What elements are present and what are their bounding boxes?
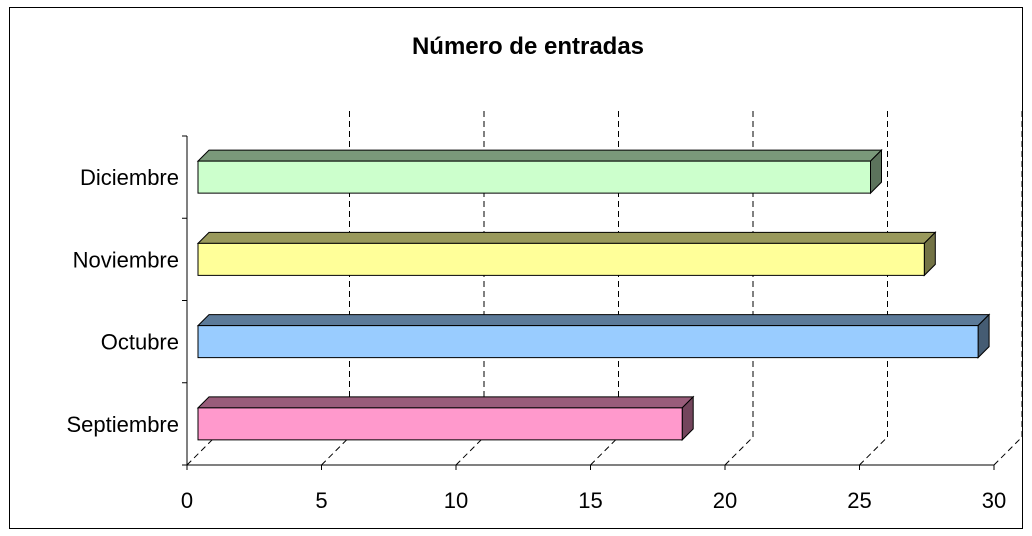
- bar: [196, 148, 883, 195]
- category-label: Diciembre: [80, 165, 179, 190]
- floor-gridline: [724, 436, 754, 466]
- x-tick-label: 25: [847, 488, 871, 513]
- x-tick-label: 5: [315, 488, 327, 513]
- floor-gridline: [455, 436, 485, 466]
- chart-title: Número de entradas: [411, 33, 645, 60]
- bar-top-face: [196, 149, 883, 162]
- labels: 0 5 10 15 20 25 30 Septiembre Octubre Noviembre Di…: [66, 165, 1006, 513]
- bar: [196, 313, 991, 359]
- axes: [182, 135, 995, 470]
- bars: [196, 148, 991, 442]
- bar-front-face: [197, 160, 871, 194]
- bar-top-face: [196, 396, 695, 409]
- bar-top-face: [196, 314, 991, 327]
- bar: [196, 231, 937, 277]
- bar: [196, 395, 695, 442]
- x-tick-label: 30: [982, 488, 1006, 513]
- bar-front-face: [197, 242, 925, 276]
- category-label: Octubre: [101, 330, 179, 355]
- category-label: Noviembre: [73, 247, 179, 272]
- bar-front-face: [197, 325, 979, 359]
- x-tick-label: 10: [444, 488, 468, 513]
- bar-front-face: [197, 407, 683, 441]
- x-tick-label: 15: [578, 488, 602, 513]
- x-tick-label: 0: [181, 488, 193, 513]
- floor-gridline: [993, 436, 1023, 466]
- floor-gridline: [590, 436, 619, 466]
- floor-gridline: [321, 436, 350, 466]
- floor-gridline: [859, 436, 888, 466]
- bar-top-face: [196, 231, 937, 244]
- floor-gridline: [186, 436, 216, 466]
- x-tick-label: 20: [713, 488, 737, 513]
- category-label: Septiembre: [66, 412, 179, 437]
